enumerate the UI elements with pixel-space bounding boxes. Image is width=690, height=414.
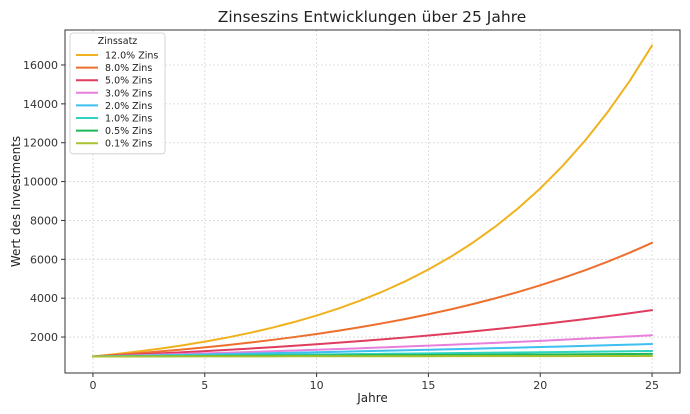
legend-box bbox=[69, 32, 166, 155]
legend-label: 5.0% Zins bbox=[105, 76, 152, 87]
legend-label: 2.0% Zins bbox=[105, 101, 152, 112]
y-tick-label: 16000 bbox=[23, 59, 58, 72]
series-line bbox=[91, 309, 654, 358]
grid-lines bbox=[65, 30, 680, 373]
x-tick-label: 15 bbox=[421, 379, 435, 392]
x-axis-title: Jahre bbox=[356, 391, 388, 405]
x-tick-label: 10 bbox=[310, 379, 324, 392]
y-tick-label: 10000 bbox=[23, 176, 58, 189]
series-lines bbox=[91, 44, 654, 358]
y-tick-label: 2000 bbox=[30, 331, 58, 344]
y-tick-label: 8000 bbox=[30, 214, 58, 227]
series-line bbox=[91, 241, 654, 358]
y-tick-label: 14000 bbox=[23, 98, 58, 111]
legend-label: 1.0% Zins bbox=[105, 114, 152, 125]
x-tick-label: 25 bbox=[645, 379, 659, 392]
x-tick-label: 20 bbox=[533, 379, 547, 392]
x-tick-label: 5 bbox=[201, 379, 208, 392]
legend-label: 0.1% Zins bbox=[105, 139, 152, 150]
legend-label: 12.0% Zins bbox=[105, 51, 158, 62]
legend-label: 0.5% Zins bbox=[105, 126, 152, 137]
legend-label: 8.0% Zins bbox=[105, 63, 152, 74]
y-axis-ticks: 2000 4000 6000 8000 10000 12000 14000 16000 bbox=[23, 59, 65, 344]
y-axis-title: Wert des Investments bbox=[9, 136, 23, 267]
y-tick-label: 4000 bbox=[30, 292, 58, 305]
y-tick-label: 6000 bbox=[30, 253, 58, 266]
series-line bbox=[91, 44, 654, 358]
x-tick-label: 0 bbox=[89, 379, 96, 392]
legend-label: 3.0% Zins bbox=[105, 88, 152, 99]
y-tick-label: 12000 bbox=[23, 137, 58, 150]
plot-area-frame bbox=[64, 29, 681, 374]
legend-title: Zinssatz bbox=[98, 36, 138, 47]
x-axis-ticks: 0 5 10 15 20 25 bbox=[89, 373, 659, 392]
chart-title: Zinseszins Entwicklungen über 25 Jahre bbox=[218, 8, 527, 26]
